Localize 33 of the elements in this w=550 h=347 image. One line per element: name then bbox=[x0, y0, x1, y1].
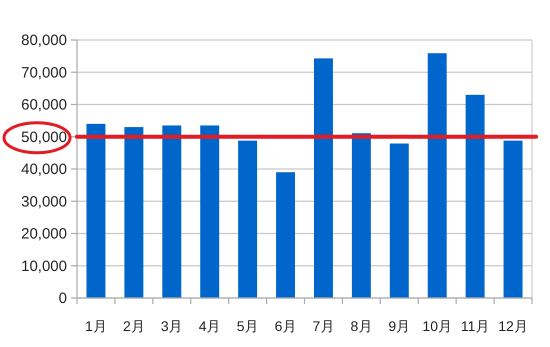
x-tick-label: 5月 bbox=[236, 318, 259, 334]
y-tick-label: 60,000 bbox=[21, 96, 67, 114]
bar bbox=[390, 144, 409, 298]
y-tick-label: 50,000 bbox=[21, 128, 67, 146]
bar bbox=[86, 124, 106, 298]
x-tick-label: 9月 bbox=[388, 318, 410, 334]
x-tick-label: 6月 bbox=[274, 318, 296, 334]
bar bbox=[466, 94, 485, 298]
x-tick-label: 12月 bbox=[498, 318, 528, 334]
bar bbox=[504, 140, 523, 298]
y-tick-label: 10,000 bbox=[21, 258, 67, 275]
y-tick-label: 40,000 bbox=[21, 161, 67, 178]
x-tick-label: 3月 bbox=[160, 318, 183, 334]
x-tick-label: 2月 bbox=[122, 318, 145, 334]
x-tick-label: 11月 bbox=[460, 318, 490, 334]
y-tick-label: 0 bbox=[58, 290, 67, 307]
bar bbox=[124, 127, 144, 298]
x-tick-label: 7月 bbox=[312, 318, 334, 334]
y-tick-label: 20,000 bbox=[21, 226, 67, 242]
bar bbox=[352, 133, 371, 298]
bar bbox=[276, 172, 296, 298]
y-tick-label: 80,000 bbox=[21, 32, 67, 49]
bar bbox=[238, 140, 258, 298]
y-tick-label: 30,000 bbox=[21, 193, 67, 210]
bar bbox=[428, 53, 447, 298]
x-tick-label: 1月 bbox=[85, 318, 107, 334]
y-tick-label: 70,000 bbox=[21, 64, 67, 82]
bar bbox=[200, 125, 220, 298]
x-tick-label: 8月 bbox=[350, 318, 372, 334]
x-tick-label: 4月 bbox=[198, 318, 221, 334]
x-tick-label: 10月 bbox=[422, 318, 452, 334]
bar bbox=[314, 58, 333, 298]
bar bbox=[162, 125, 182, 298]
